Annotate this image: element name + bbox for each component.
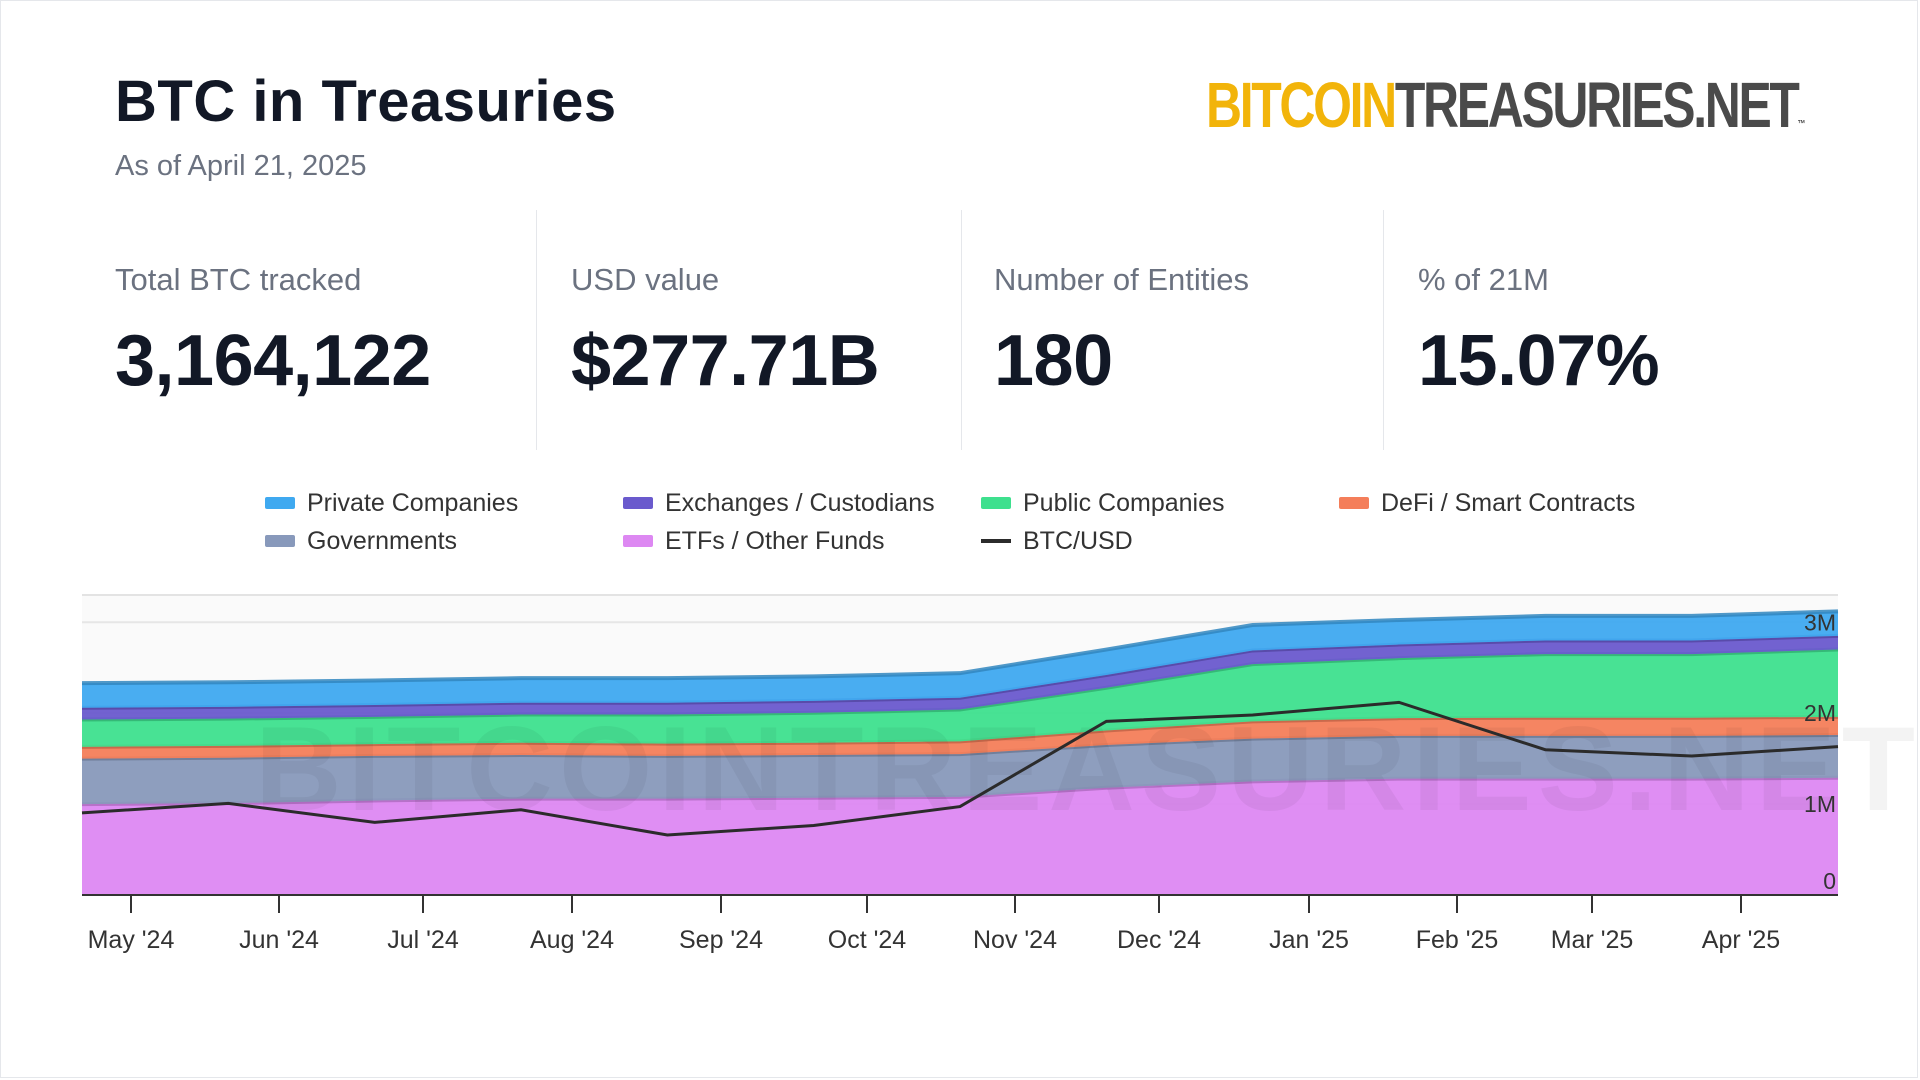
y-tick-label: 1M [1804,791,1836,817]
legend-item-governments[interactable]: Governments [265,526,457,556]
x-tick-label: Nov '24 [973,926,1057,954]
brand-logo-part3: .NET [1692,69,1800,141]
legend-label: DeFi / Smart Contracts [1381,488,1636,517]
brand-logo-part2: TREASURIES [1394,69,1696,141]
legend-swatch [265,535,295,547]
area-private-companies [82,611,1838,708]
x-tick-label: Oct '24 [828,926,907,954]
area-governments [82,735,1838,805]
legend-item-private-companies[interactable]: Private Companies [265,488,518,518]
legend-swatch [981,497,1011,509]
legend-swatch [1339,497,1369,509]
stat-divider [961,210,962,450]
legend-label: Public Companies [1023,488,1225,517]
legend-swatch [265,497,295,509]
x-tick-label: Mar '25 [1551,926,1634,954]
as-of-date: As of April 21, 2025 [115,150,367,182]
legend-item-etfs-other-funds[interactable]: ETFs / Other Funds [623,526,885,556]
stat-value: 3,164,122 [115,321,431,401]
x-tick-label: Dec '24 [1117,926,1201,954]
stat-value: 180 [994,321,1113,401]
stat-divider [1383,210,1384,450]
area-exchanges-custodians [82,635,1838,720]
y-axis-ticks: 0 1M 2M 3M [1804,609,1836,894]
stacked-areas [81,609,1839,895]
x-tick-label: Jun '24 [239,926,319,954]
legend-swatch [623,497,653,509]
x-tick-label: Apr '25 [1702,926,1780,954]
y-tick-label: 0 [1823,868,1836,894]
brand-logo[interactable]: BITCOINTREASURIES.NET™ [1206,68,1805,142]
stat-divider [536,210,537,450]
legend-label: Private Companies [307,488,519,517]
legend-item-public-companies[interactable]: Public Companies [981,488,1225,518]
x-tick-label: May '24 [88,926,175,954]
legend-label: Exchanges / Custodians [665,488,935,517]
stats-row: Total BTC tracked 3,164,122 USD value $2… [0,210,1920,450]
legend-swatch [981,539,1011,543]
stat-label: USD value [571,262,720,297]
stat-value: 15.07% [1418,321,1660,401]
legend-swatch [623,535,653,547]
area-defi-smart-contracts [82,716,1838,759]
y-tick-label: 3M [1804,609,1836,635]
legend-item-defi-smart-contracts[interactable]: DeFi / Smart Contracts [1339,488,1635,518]
x-axis-ticks: May '24 Jun '24 Jul '24 Aug '24 Sep '24 Oct '… [88,895,1780,954]
x-tick-label: Aug '24 [530,926,614,954]
y-tick-label: 2M [1804,700,1836,726]
btc-usd-line [81,700,1839,837]
legend-item-exchanges-custodians[interactable]: Exchanges / Custodians [623,488,935,518]
x-tick-label: Jul '24 [387,926,459,954]
chart-legend: Private Companies Exchanges / Custodians… [0,488,1920,568]
legend-label: Governments [307,526,458,555]
legend-label: BTC/USD [1023,526,1133,555]
page-title: BTC in Treasuries [115,69,617,134]
x-tick-label: Sep '24 [679,926,763,954]
area-public-companies [82,649,1838,747]
legend-label: ETFs / Other Funds [665,526,885,555]
chart-watermark: BITCOINTREASURIES.NET [255,702,1920,836]
stat-value: $277.71B [571,321,880,401]
stat-label: % of 21M [1418,262,1549,297]
area-etfs-other-funds [82,777,1838,895]
legend-item-btc-usd[interactable]: BTC/USD [981,526,1133,556]
x-tick-label: Feb '25 [1416,926,1499,954]
brand-logo-part1: BITCOIN [1205,69,1397,141]
brand-logo-tm: ™ [1797,119,1805,130]
x-tick-label: Jan '25 [1269,926,1349,954]
stat-label: Number of Entities [994,262,1249,297]
stat-label: Total BTC tracked [115,262,362,297]
area-edge [81,609,1839,686]
